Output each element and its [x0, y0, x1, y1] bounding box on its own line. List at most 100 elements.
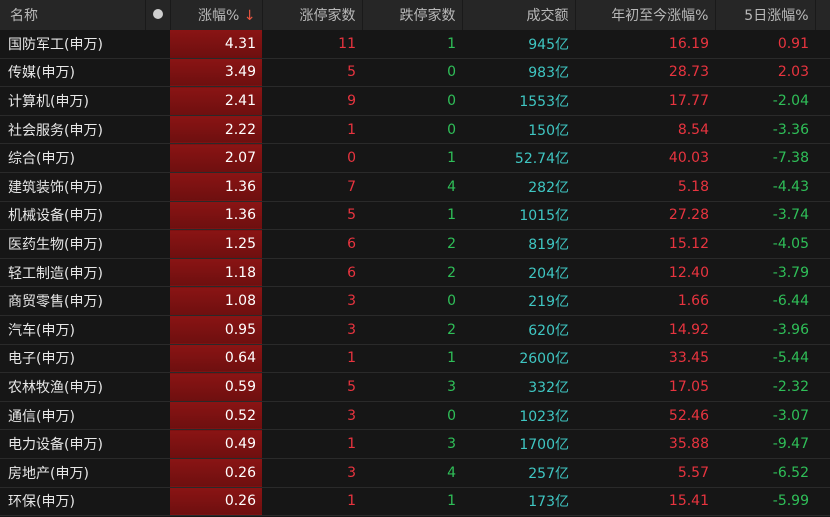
spacer [815, 172, 830, 202]
limit-down-count: 4 [362, 172, 462, 202]
5d-change: -2.04 [715, 86, 815, 116]
header-5d[interactable]: 5日涨幅% [715, 0, 816, 30]
table-row[interactable]: 建筑装饰(申万) 1.36 7 4 282亿 5.18 -4.43 [0, 172, 830, 202]
limit-down-count: 0 [362, 86, 462, 116]
header-dot[interactable] [145, 0, 171, 30]
limit-up-count: 3 [262, 401, 362, 431]
table-row[interactable]: 电力设备(申万) 0.49 1 3 1700亿 35.88 -9.47 [0, 429, 830, 459]
table-row[interactable]: 通信(申万) 0.52 3 0 1023亿 52.46 -3.07 [0, 401, 830, 431]
spacer [815, 458, 830, 488]
dot-cell [145, 115, 170, 145]
spacer [815, 401, 830, 431]
turnover: 819亿 [462, 229, 575, 259]
ytd-change: 17.77 [575, 86, 715, 116]
header-turnover[interactable]: 成交额 [462, 0, 576, 30]
dot-cell [145, 429, 170, 459]
sector-name: 医药生物(申万) [0, 229, 145, 259]
spacer [815, 372, 830, 402]
turnover: 173亿 [462, 487, 575, 517]
spacer [815, 86, 830, 116]
table-row[interactable]: 商贸零售(申万) 1.08 3 0 219亿 1.66 -6.44 [0, 286, 830, 316]
change-pct: 3.49 [170, 58, 262, 88]
change-pct: 0.64 [170, 344, 262, 374]
turnover: 620亿 [462, 315, 575, 345]
spacer [815, 143, 830, 173]
spacer [815, 344, 830, 374]
header-ytd[interactable]: 年初至今涨幅% [575, 0, 716, 30]
turnover: 150亿 [462, 115, 575, 145]
header-change-label: 涨幅% [198, 8, 240, 24]
change-pct: 1.18 [170, 258, 262, 288]
ytd-change: 1.66 [575, 286, 715, 316]
header-row: 名称 涨幅% ↓ 涨停家数 跌停家数 成交额 年初至今涨幅% 5日涨幅% [0, 0, 830, 30]
ytd-change: 15.41 [575, 487, 715, 517]
ytd-change: 12.40 [575, 258, 715, 288]
ytd-change: 14.92 [575, 315, 715, 345]
ytd-change: 8.54 [575, 115, 715, 145]
table-row[interactable]: 机械设备(申万) 1.36 5 1 1015亿 27.28 -3.74 [0, 201, 830, 231]
dot-cell [145, 58, 170, 88]
5d-change: -9.47 [715, 429, 815, 459]
5d-change: -3.96 [715, 315, 815, 345]
table-row[interactable]: 国防军工(申万) 4.31 11 1 945亿 16.19 0.91 [0, 30, 830, 59]
spacer [815, 30, 830, 59]
limit-up-count: 7 [262, 172, 362, 202]
ytd-change: 28.73 [575, 58, 715, 88]
table-row[interactable]: 社会服务(申万) 2.22 1 0 150亿 8.54 -3.36 [0, 115, 830, 145]
sector-name: 环保(申万) [0, 487, 145, 517]
5d-change: -2.32 [715, 372, 815, 402]
spacer [815, 487, 830, 517]
limit-down-count: 3 [362, 372, 462, 402]
dot-cell [145, 372, 170, 402]
change-pct: 1.08 [170, 286, 262, 316]
table-row[interactable]: 房地产(申万) 0.26 3 4 257亿 5.57 -6.52 [0, 458, 830, 488]
sector-name: 计算机(申万) [0, 86, 145, 116]
spacer [815, 429, 830, 459]
5d-change: -7.38 [715, 143, 815, 173]
change-pct: 1.36 [170, 172, 262, 202]
limit-up-count: 5 [262, 372, 362, 402]
table-row[interactable]: 综合(申万) 2.07 0 1 52.74亿 40.03 -7.38 [0, 143, 830, 173]
change-pct: 2.22 [170, 115, 262, 145]
sector-name: 电子(申万) [0, 344, 145, 374]
5d-change: -6.52 [715, 458, 815, 488]
header-limit-down[interactable]: 跌停家数 [362, 0, 463, 30]
limit-up-count: 6 [262, 258, 362, 288]
limit-up-count: 1 [262, 115, 362, 145]
5d-change: 0.91 [715, 30, 815, 59]
turnover: 204亿 [462, 258, 575, 288]
header-change[interactable]: 涨幅% ↓ [170, 0, 263, 30]
5d-change: -6.44 [715, 286, 815, 316]
limit-down-count: 1 [362, 344, 462, 374]
table-row[interactable]: 环保(申万) 0.26 1 1 173亿 15.41 -5.99 [0, 487, 830, 517]
table-row[interactable]: 电子(申万) 0.64 1 1 2600亿 33.45 -5.44 [0, 344, 830, 374]
sector-name: 国防军工(申万) [0, 30, 145, 59]
table-row[interactable]: 计算机(申万) 2.41 9 0 1553亿 17.77 -2.04 [0, 86, 830, 116]
turnover: 257亿 [462, 458, 575, 488]
table-row[interactable]: 传媒(申万) 3.49 5 0 983亿 28.73 2.03 [0, 58, 830, 88]
sector-name: 房地产(申万) [0, 458, 145, 488]
limit-down-count: 1 [362, 143, 462, 173]
header-limit-up[interactable]: 涨停家数 [262, 0, 363, 30]
table-row[interactable]: 医药生物(申万) 1.25 6 2 819亿 15.12 -4.05 [0, 229, 830, 259]
table-row[interactable]: 轻工制造(申万) 1.18 6 2 204亿 12.40 -3.79 [0, 258, 830, 288]
sort-arrow-icon: ↓ [243, 8, 256, 24]
table-row[interactable]: 农林牧渔(申万) 0.59 5 3 332亿 17.05 -2.32 [0, 372, 830, 402]
dot-cell [145, 401, 170, 431]
limit-down-count: 3 [362, 429, 462, 459]
ytd-change: 5.57 [575, 458, 715, 488]
limit-down-count: 1 [362, 30, 462, 59]
limit-down-count: 0 [362, 115, 462, 145]
turnover: 983亿 [462, 58, 575, 88]
limit-down-count: 1 [362, 487, 462, 517]
ytd-change: 35.88 [575, 429, 715, 459]
limit-up-count: 9 [262, 86, 362, 116]
limit-down-count: 1 [362, 201, 462, 231]
5d-change: -3.79 [715, 258, 815, 288]
header-name[interactable]: 名称 [0, 0, 146, 30]
limit-down-count: 0 [362, 58, 462, 88]
dot-cell [145, 86, 170, 116]
table-row[interactable]: 汽车(申万) 0.95 3 2 620亿 14.92 -3.96 [0, 315, 830, 345]
dot-cell [145, 487, 170, 517]
ytd-change: 5.18 [575, 172, 715, 202]
